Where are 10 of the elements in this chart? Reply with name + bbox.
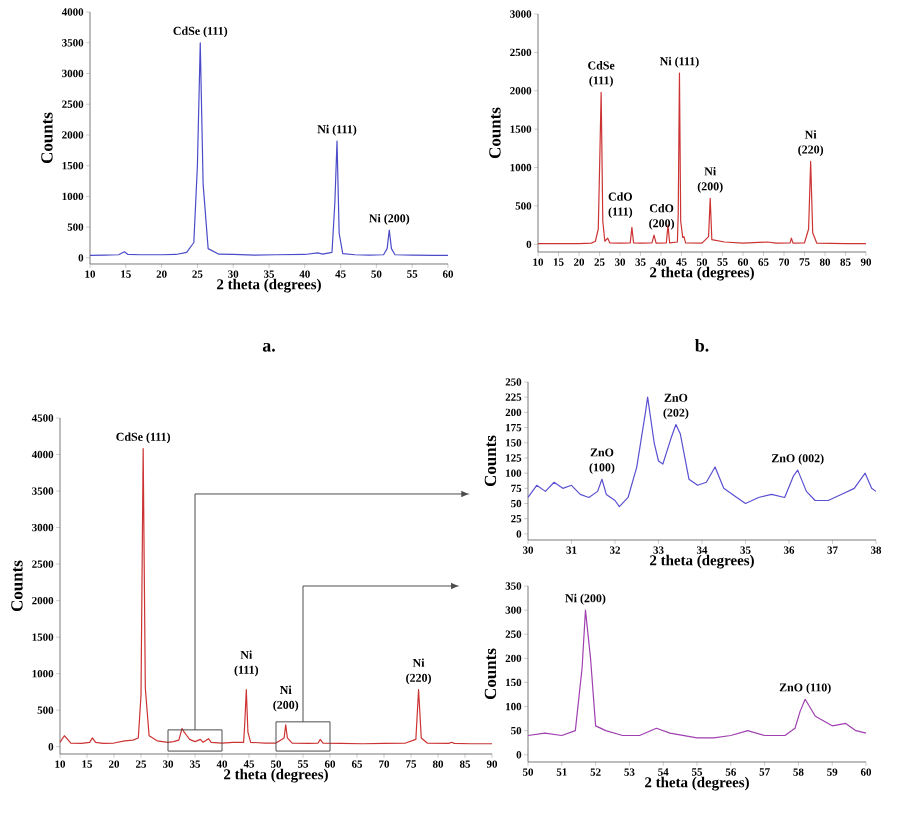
y-axis-title: Counts xyxy=(484,648,497,700)
y-axis-title: Counts xyxy=(484,435,497,487)
line-series xyxy=(89,42,449,256)
y-axis-title: Counts xyxy=(489,107,501,159)
line-series xyxy=(527,609,867,739)
text: b. xyxy=(694,339,709,352)
text: a. xyxy=(262,343,275,352)
y-axis-title: Counts xyxy=(11,560,23,612)
line-series xyxy=(527,396,877,508)
y-axis-title: Counts xyxy=(41,112,53,164)
